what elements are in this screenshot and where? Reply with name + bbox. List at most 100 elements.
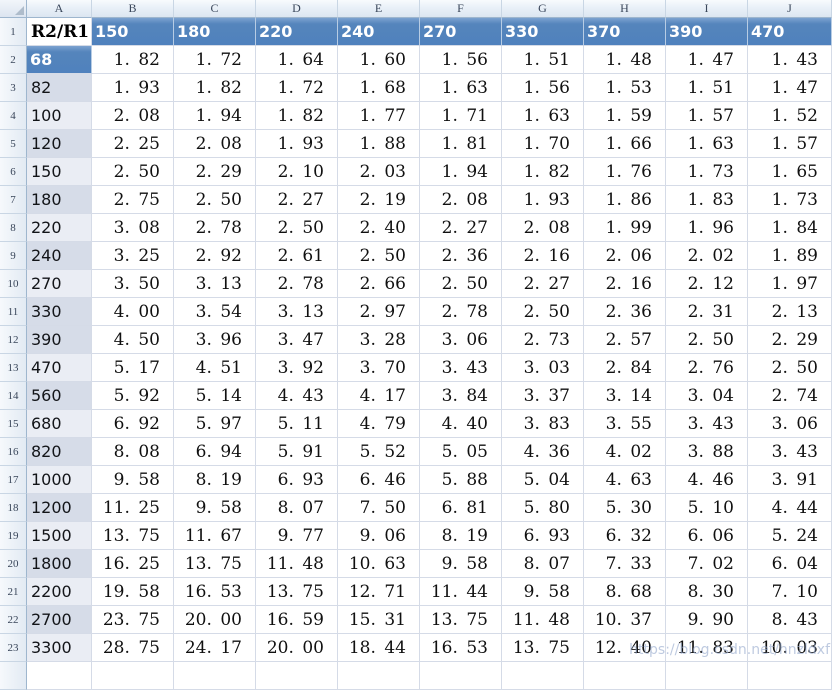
cell-J23[interactable]: 10. 03 — [748, 634, 832, 662]
cell-D8[interactable]: 2. 50 — [256, 214, 338, 242]
cell-G23[interactable]: 13. 75 — [502, 634, 584, 662]
cell-D19[interactable]: 9. 77 — [256, 522, 338, 550]
cell-I8[interactable]: 1. 96 — [666, 214, 748, 242]
cell-D12[interactable]: 3. 47 — [256, 326, 338, 354]
cell-G21[interactable]: 9. 58 — [502, 578, 584, 606]
cell-A12[interactable]: 390 — [27, 326, 92, 354]
cell-J2[interactable]: 1. 43 — [748, 46, 832, 74]
cell-C10[interactable]: 3. 13 — [174, 270, 256, 298]
cell-D10[interactable]: 2. 78 — [256, 270, 338, 298]
row-header-2[interactable]: 2 — [0, 46, 27, 74]
cell-A5[interactable]: 120 — [27, 130, 92, 158]
cell-C11[interactable]: 3. 54 — [174, 298, 256, 326]
cell-B19[interactable]: 13. 75 — [92, 522, 174, 550]
cell-G7[interactable]: 1. 93 — [502, 186, 584, 214]
cell-H17[interactable]: 4. 63 — [584, 466, 666, 494]
select-all-button[interactable] — [0, 0, 27, 18]
cell-C6[interactable]: 2. 29 — [174, 158, 256, 186]
cell-J7[interactable]: 1. 73 — [748, 186, 832, 214]
cell-I14[interactable]: 3. 04 — [666, 382, 748, 410]
cell-G13[interactable]: 3. 03 — [502, 354, 584, 382]
cell-D7[interactable]: 2. 27 — [256, 186, 338, 214]
cell-D4[interactable]: 1. 82 — [256, 102, 338, 130]
cell-D14[interactable]: 4. 43 — [256, 382, 338, 410]
cell-B14[interactable]: 5. 92 — [92, 382, 174, 410]
cell-H21[interactable]: 8. 68 — [584, 578, 666, 606]
cell-C8[interactable]: 2. 78 — [174, 214, 256, 242]
cell-C17[interactable]: 8. 19 — [174, 466, 256, 494]
column-header-B[interactable]: B — [92, 0, 174, 18]
cell-A14[interactable]: 560 — [27, 382, 92, 410]
cell-C18[interactable]: 9. 58 — [174, 494, 256, 522]
cell-J9[interactable]: 1. 89 — [748, 242, 832, 270]
cell-F3[interactable]: 1. 63 — [420, 74, 502, 102]
cell-H9[interactable]: 2. 06 — [584, 242, 666, 270]
cell-E18[interactable]: 7. 50 — [338, 494, 420, 522]
cell-G19[interactable]: 6. 93 — [502, 522, 584, 550]
cell-A11[interactable]: 330 — [27, 298, 92, 326]
column-header-H[interactable]: H — [584, 0, 666, 18]
cell-H23[interactable]: 12. 40 — [584, 634, 666, 662]
cell-F12[interactable]: 3. 06 — [420, 326, 502, 354]
cell-D2[interactable]: 1. 64 — [256, 46, 338, 74]
cell-C23[interactable]: 24. 17 — [174, 634, 256, 662]
cell-E16[interactable]: 5. 52 — [338, 438, 420, 466]
cell-A1[interactable]: R2/R1 — [27, 18, 92, 46]
cell-I18[interactable]: 5. 10 — [666, 494, 748, 522]
cell-B4[interactable]: 2. 08 — [92, 102, 174, 130]
cell-J24[interactable] — [748, 662, 832, 690]
cell-F4[interactable]: 1. 71 — [420, 102, 502, 130]
cell-A8[interactable]: 220 — [27, 214, 92, 242]
cell-H10[interactable]: 2. 16 — [584, 270, 666, 298]
cell-J18[interactable]: 4. 44 — [748, 494, 832, 522]
cell-G22[interactable]: 11. 48 — [502, 606, 584, 634]
cell-G24[interactable] — [502, 662, 584, 690]
cell-I23[interactable]: 11. 83 — [666, 634, 748, 662]
cell-A15[interactable]: 680 — [27, 410, 92, 438]
cell-E13[interactable]: 3. 70 — [338, 354, 420, 382]
column-header-D[interactable]: D — [256, 0, 338, 18]
cell-B20[interactable]: 16. 25 — [92, 550, 174, 578]
cell-F10[interactable]: 2. 50 — [420, 270, 502, 298]
cell-A23[interactable]: 3300 — [27, 634, 92, 662]
row-header-22[interactable]: 22 — [0, 606, 27, 634]
cell-J19[interactable]: 5. 24 — [748, 522, 832, 550]
cell-J10[interactable]: 1. 97 — [748, 270, 832, 298]
cell-I22[interactable]: 9. 90 — [666, 606, 748, 634]
cell-B24[interactable] — [92, 662, 174, 690]
cell-C2[interactable]: 1. 72 — [174, 46, 256, 74]
cell-B10[interactable]: 3. 50 — [92, 270, 174, 298]
cell-J15[interactable]: 3. 06 — [748, 410, 832, 438]
row-header-24[interactable] — [0, 662, 27, 690]
cell-C15[interactable]: 5. 97 — [174, 410, 256, 438]
cell-B18[interactable]: 11. 25 — [92, 494, 174, 522]
cell-J22[interactable]: 8. 43 — [748, 606, 832, 634]
cell-A6[interactable]: 150 — [27, 158, 92, 186]
cell-I20[interactable]: 7. 02 — [666, 550, 748, 578]
cell-E4[interactable]: 1. 77 — [338, 102, 420, 130]
cell-C20[interactable]: 13. 75 — [174, 550, 256, 578]
cell-I24[interactable] — [666, 662, 748, 690]
cell-B6[interactable]: 2. 50 — [92, 158, 174, 186]
cell-D18[interactable]: 8. 07 — [256, 494, 338, 522]
cell-G15[interactable]: 3. 83 — [502, 410, 584, 438]
cell-H12[interactable]: 2. 57 — [584, 326, 666, 354]
cell-D24[interactable] — [256, 662, 338, 690]
cell-E9[interactable]: 2. 50 — [338, 242, 420, 270]
cell-B13[interactable]: 5. 17 — [92, 354, 174, 382]
cell-G8[interactable]: 2. 08 — [502, 214, 584, 242]
cell-E20[interactable]: 10. 63 — [338, 550, 420, 578]
cell-B16[interactable]: 8. 08 — [92, 438, 174, 466]
cell-J14[interactable]: 2. 74 — [748, 382, 832, 410]
cell-H22[interactable]: 10. 37 — [584, 606, 666, 634]
cell-A16[interactable]: 820 — [27, 438, 92, 466]
cell-A9[interactable]: 240 — [27, 242, 92, 270]
cell-D13[interactable]: 3. 92 — [256, 354, 338, 382]
cell-D11[interactable]: 3. 13 — [256, 298, 338, 326]
cell-E19[interactable]: 9. 06 — [338, 522, 420, 550]
cell-H1[interactable]: 370 — [584, 18, 666, 46]
cell-B12[interactable]: 4. 50 — [92, 326, 174, 354]
cell-G10[interactable]: 2. 27 — [502, 270, 584, 298]
row-header-8[interactable]: 8 — [0, 214, 27, 242]
cell-J4[interactable]: 1. 52 — [748, 102, 832, 130]
